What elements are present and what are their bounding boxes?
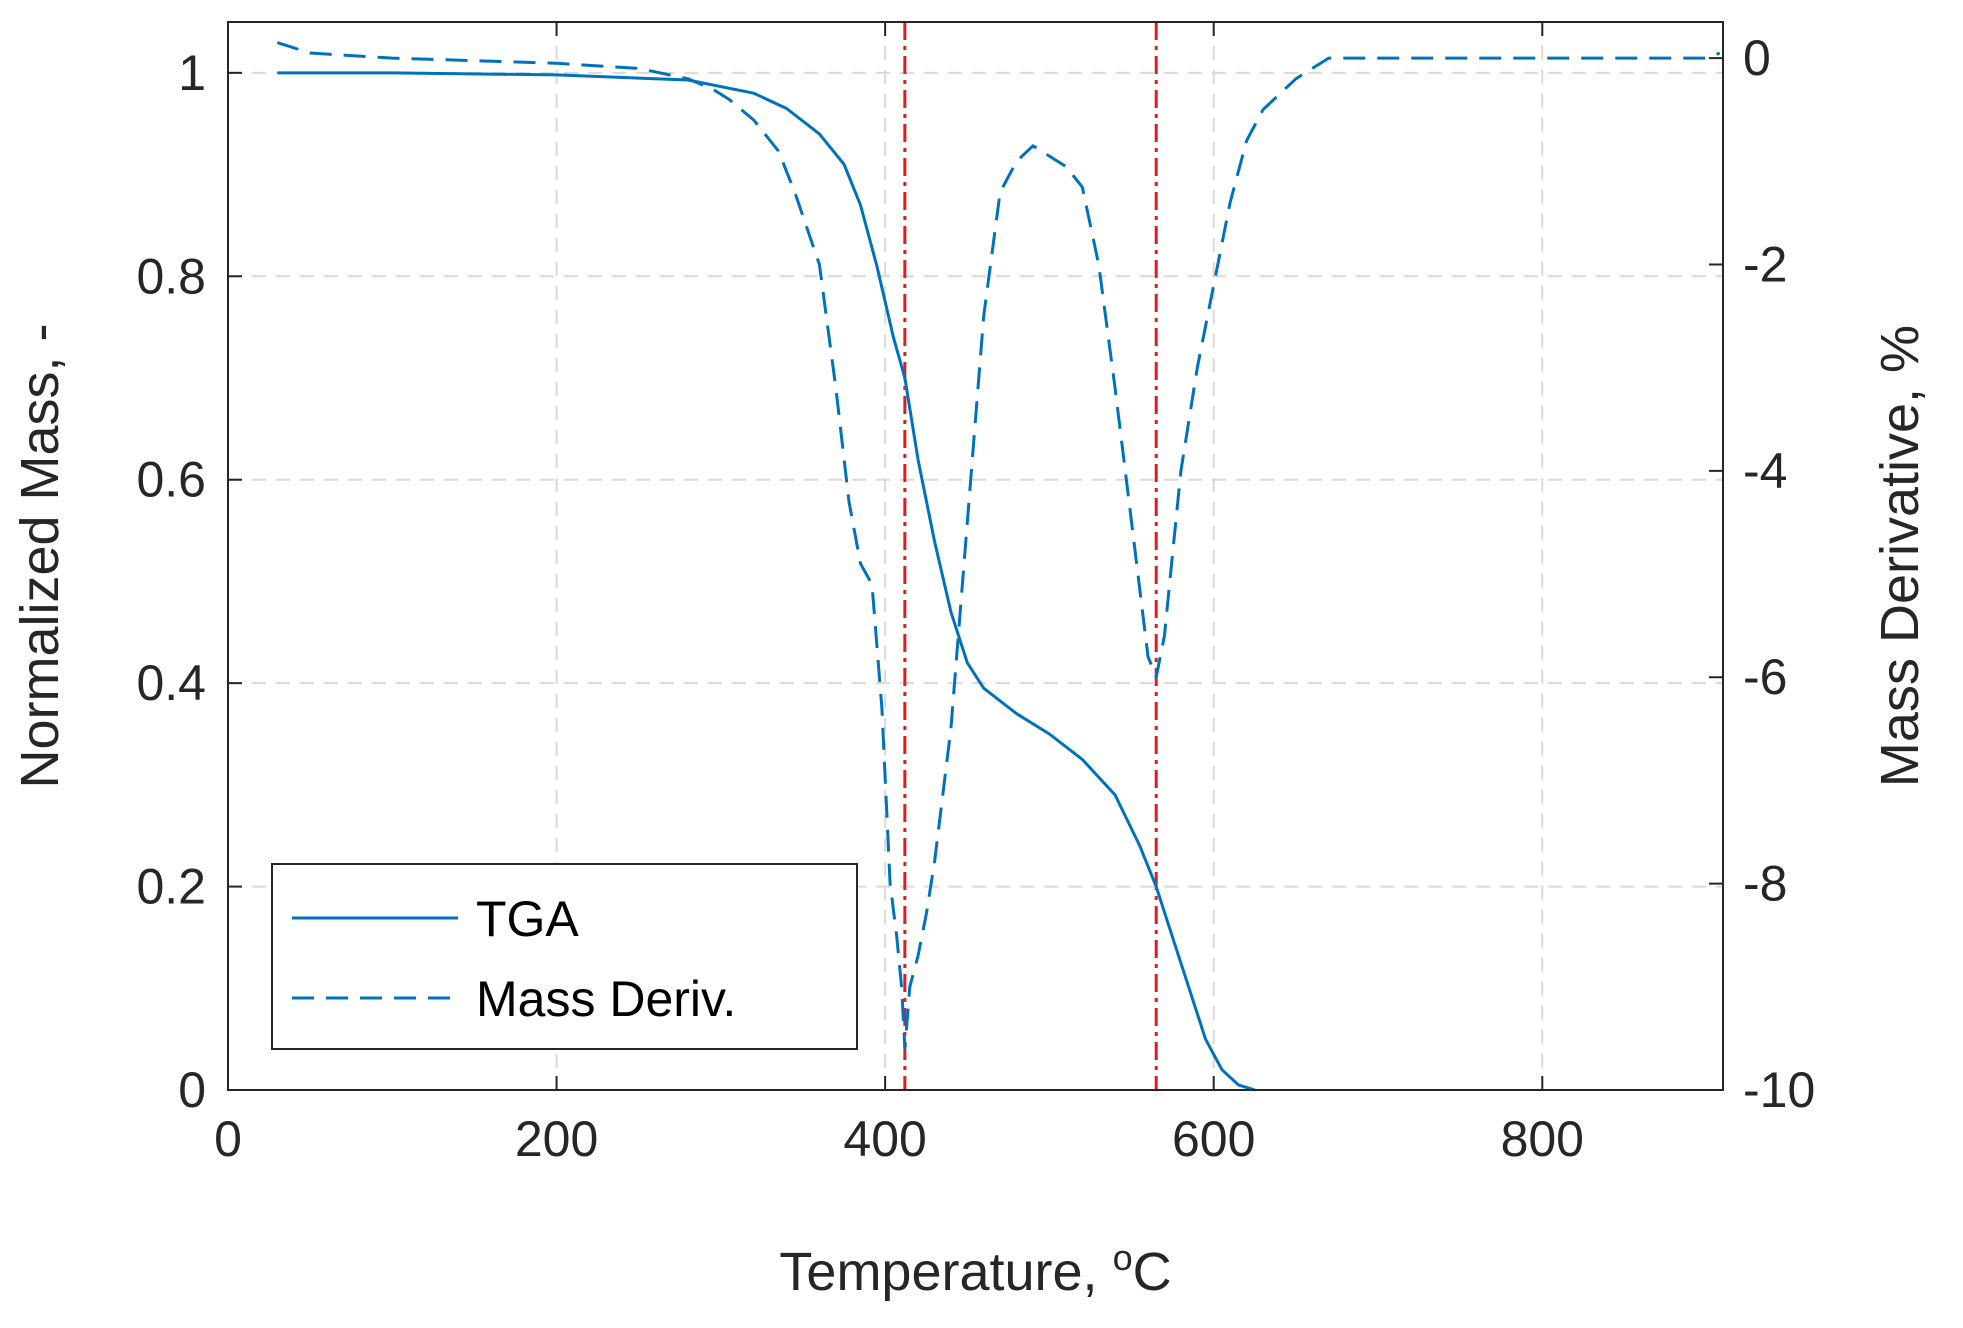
y-right-tick-label: -2 — [1743, 236, 1787, 292]
y-right-tick-label: -8 — [1743, 856, 1787, 912]
x-axis-title-superscript: o — [1113, 1237, 1133, 1278]
series-layer — [276, 41, 1721, 1092]
y-left-tick-label: 0.8 — [136, 248, 206, 304]
y-left-tick-label: 0.2 — [136, 859, 206, 915]
reference-lines — [903, 22, 1158, 1090]
x-axis-title: Temperature, oC — [779, 1237, 1171, 1303]
legend-box — [271, 863, 858, 1050]
y-axis-left-title: Normalized Mass, - — [10, 323, 70, 788]
ticks: 0 200 400 600 800 0 0.2 0.4 0.6 0.8 1 -10 -8 -6 -4 -2 0 — [136, 22, 1815, 1167]
x-tick-label: 200 — [515, 1111, 598, 1167]
series-line-mass-deriv — [276, 41, 1721, 1051]
legend-label-mass-deriv: Mass Deriv. — [476, 971, 736, 1027]
series-line-tga — [277, 71, 1256, 1092]
x-axis-title-unit: C — [1133, 1242, 1172, 1302]
y-left-tick-label: 1 — [178, 45, 206, 101]
y-left-tick-label: 0.6 — [136, 452, 206, 508]
x-tick-label: 800 — [1501, 1111, 1584, 1167]
y-right-tick-label: -6 — [1743, 649, 1787, 705]
y-right-tick-label: -10 — [1743, 1062, 1815, 1118]
y-left-tick-label: 0.4 — [136, 655, 206, 711]
y-left-tick-label: 0 — [178, 1062, 206, 1118]
x-tick-label: 400 — [843, 1111, 926, 1167]
x-tick-label: 0 — [214, 1111, 242, 1167]
x-tick-label: 600 — [1172, 1111, 1255, 1167]
y-right-tick-label: -4 — [1743, 443, 1787, 499]
y-right-tick-label: 0 — [1743, 30, 1771, 86]
x-axis-title-text: Temperature, — [779, 1242, 1112, 1302]
legend: TGA Mass Deriv. — [271, 863, 858, 1050]
y-axis-right-title: Mass Derivative, % — [1870, 325, 1930, 787]
legend-label-tga: TGA — [476, 891, 579, 947]
plot-frame — [227, 21, 1724, 1091]
